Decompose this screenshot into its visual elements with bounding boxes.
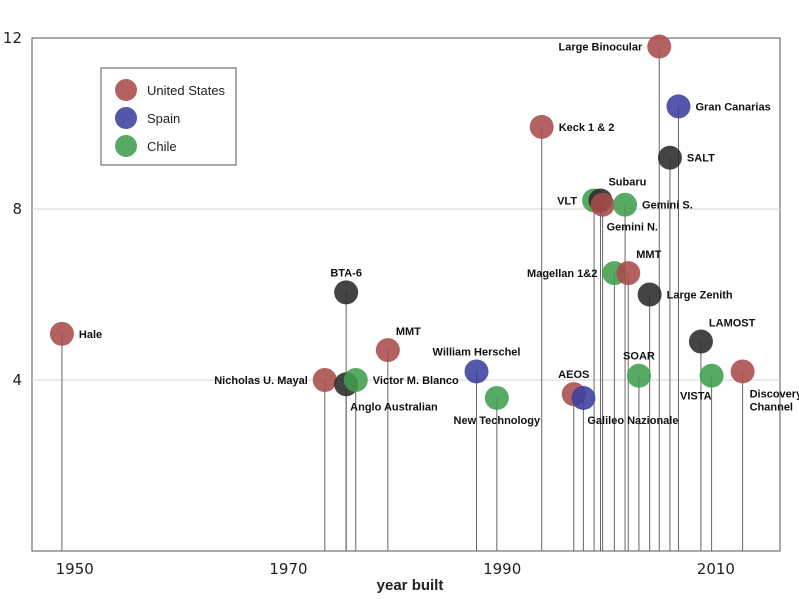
data-points bbox=[49, 34, 755, 410]
point-label: Magellan 1&2 bbox=[527, 268, 597, 280]
legend-swatch bbox=[115, 135, 137, 157]
point-label: MMT bbox=[636, 249, 661, 261]
point-label: Galileo Nazionale bbox=[587, 415, 678, 427]
data-point bbox=[334, 280, 359, 305]
data-point bbox=[616, 261, 641, 286]
data-point bbox=[613, 192, 638, 217]
point-label: LAMOST bbox=[709, 318, 756, 330]
data-point bbox=[657, 145, 682, 170]
data-point bbox=[647, 34, 672, 59]
data-point bbox=[464, 359, 489, 384]
y-tick-label: 4 bbox=[12, 371, 22, 389]
point-label: Anglo Australian bbox=[350, 401, 438, 413]
plot-frame bbox=[31, 37, 781, 552]
y-tick-label: 8 bbox=[12, 200, 22, 218]
point-label: VLT bbox=[557, 195, 577, 207]
legend-swatch bbox=[115, 107, 137, 129]
point-label: Victor M. Blanco bbox=[373, 375, 459, 387]
x-tick-label: 1990 bbox=[483, 560, 521, 578]
point-label: SOAR bbox=[623, 351, 655, 363]
point-label: VISTA bbox=[680, 391, 712, 403]
data-point bbox=[49, 321, 74, 346]
point-label: BTA-6 bbox=[330, 267, 362, 279]
data-point bbox=[484, 385, 509, 410]
legend-entry: Spain bbox=[147, 111, 180, 126]
x-axis-title: year built bbox=[377, 577, 444, 594]
point-label: Keck 1 & 2 bbox=[559, 122, 615, 134]
point-label: SALT bbox=[687, 153, 715, 165]
y-tick-label: 12 bbox=[3, 29, 22, 47]
point-label: William Herschel bbox=[433, 346, 521, 358]
data-point bbox=[343, 368, 368, 392]
point-label: Large Zenith bbox=[667, 290, 733, 302]
data-point bbox=[529, 114, 554, 139]
y-axis-ticks: 4 8 12 bbox=[3, 29, 22, 389]
point-label: Hale bbox=[79, 329, 102, 341]
point-label: AEOS bbox=[558, 369, 589, 381]
point-label: Nicholas U. Mayal bbox=[214, 375, 308, 387]
data-point bbox=[375, 338, 400, 363]
point-label: Large Binocular bbox=[559, 42, 643, 54]
data-point bbox=[730, 359, 755, 384]
data-point bbox=[699, 363, 724, 388]
point-label: Gemini S. bbox=[642, 200, 693, 212]
x-tick-label: 1950 bbox=[56, 560, 94, 578]
point-label: Discovery Channel bbox=[750, 388, 799, 413]
data-point bbox=[571, 385, 596, 410]
legend-entry: United States bbox=[147, 83, 226, 98]
x-tick-label: 1970 bbox=[269, 560, 307, 578]
data-point bbox=[666, 94, 691, 119]
x-axis-ticks: 1950 1970 1990 2010 bbox=[56, 560, 735, 578]
point-label: Gran Canarias bbox=[695, 101, 770, 113]
data-point bbox=[312, 368, 337, 392]
point-label: MMT bbox=[396, 326, 421, 338]
legend: United States Spain Chile bbox=[100, 67, 237, 166]
point-label: Gemini N. bbox=[607, 222, 658, 234]
data-point bbox=[688, 329, 713, 354]
legend-swatch bbox=[115, 79, 137, 101]
legend-entry: Chile bbox=[147, 139, 177, 154]
point-label: Subaru bbox=[608, 176, 646, 188]
data-point bbox=[590, 192, 615, 217]
data-point bbox=[637, 282, 662, 307]
point-labels: Hale Nicholas U. Mayal BTA-6 Anglo Australi… bbox=[79, 42, 799, 427]
data-point bbox=[626, 363, 651, 388]
point-label: New Technology bbox=[454, 415, 541, 427]
grid-lines bbox=[32, 208, 780, 381]
x-tick-label: 2010 bbox=[697, 560, 735, 578]
